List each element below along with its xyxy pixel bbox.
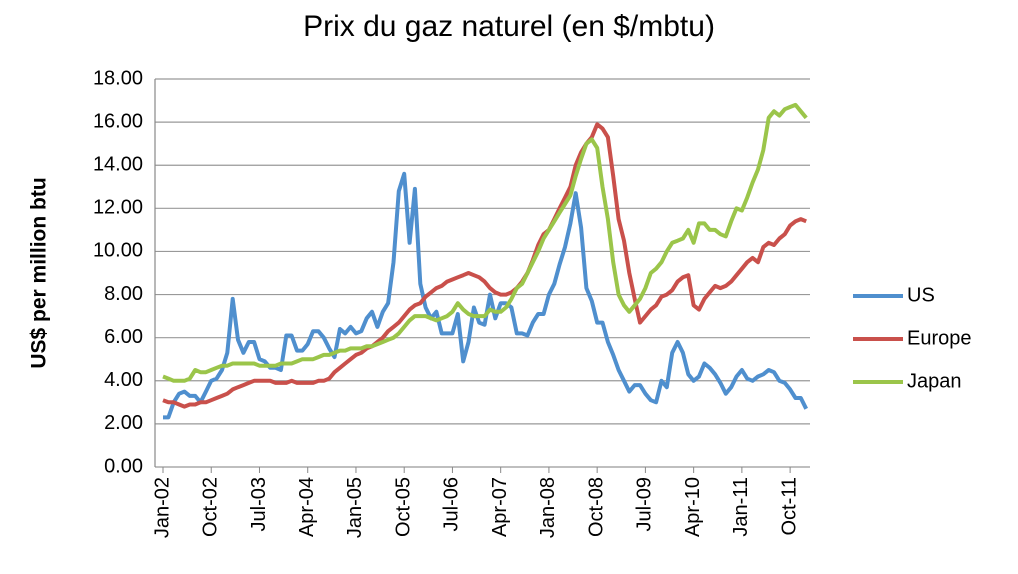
y-tick-label: 16.00 xyxy=(93,110,143,132)
y-tick-label: 6.00 xyxy=(104,326,143,348)
series-line xyxy=(163,171,808,420)
x-tick-label: Jan-08 xyxy=(537,477,559,538)
x-tick-label: Oct-02 xyxy=(200,477,222,537)
x-tick-label: Jan-11 xyxy=(730,477,752,537)
x-tick-label: Oct-11 xyxy=(778,477,800,536)
y-tick-label: 12.00 xyxy=(93,197,143,219)
legend-label: Japan xyxy=(907,370,962,392)
y-tick-label: 2.00 xyxy=(104,412,143,434)
x-tick-label: Apr-04 xyxy=(296,477,318,537)
series-line xyxy=(162,122,807,409)
x-tick-label: Jul-03 xyxy=(248,477,270,531)
y-tick-label: 8.00 xyxy=(104,283,143,305)
x-tick-label: Oct-08 xyxy=(585,477,607,537)
x-tick-label: Oct-05 xyxy=(392,477,414,537)
x-tick-label: Jul-09 xyxy=(634,477,656,531)
series-line xyxy=(162,102,808,383)
y-tick-label: 14.00 xyxy=(93,154,143,176)
x-tick-label: Jul-06 xyxy=(441,477,463,531)
x-tick-label: Apr-07 xyxy=(489,477,511,537)
legend-label: Europe xyxy=(907,327,972,349)
y-tick-label: 10.00 xyxy=(93,240,143,262)
y-tick-label: 0.00 xyxy=(104,455,143,477)
legend-label: US xyxy=(907,284,935,306)
y-tick-label: 4.00 xyxy=(104,369,143,391)
y-axis-label: US$ per million btu xyxy=(28,177,51,368)
x-tick-label: Jan-02 xyxy=(151,477,173,538)
y-tick-label: 18.00 xyxy=(93,67,143,89)
x-tick-label: Jan-05 xyxy=(344,477,366,538)
chart-title: Prix du gaz naturel (en $/mbtu) xyxy=(303,10,715,43)
x-tick-label: Apr-10 xyxy=(682,477,704,537)
